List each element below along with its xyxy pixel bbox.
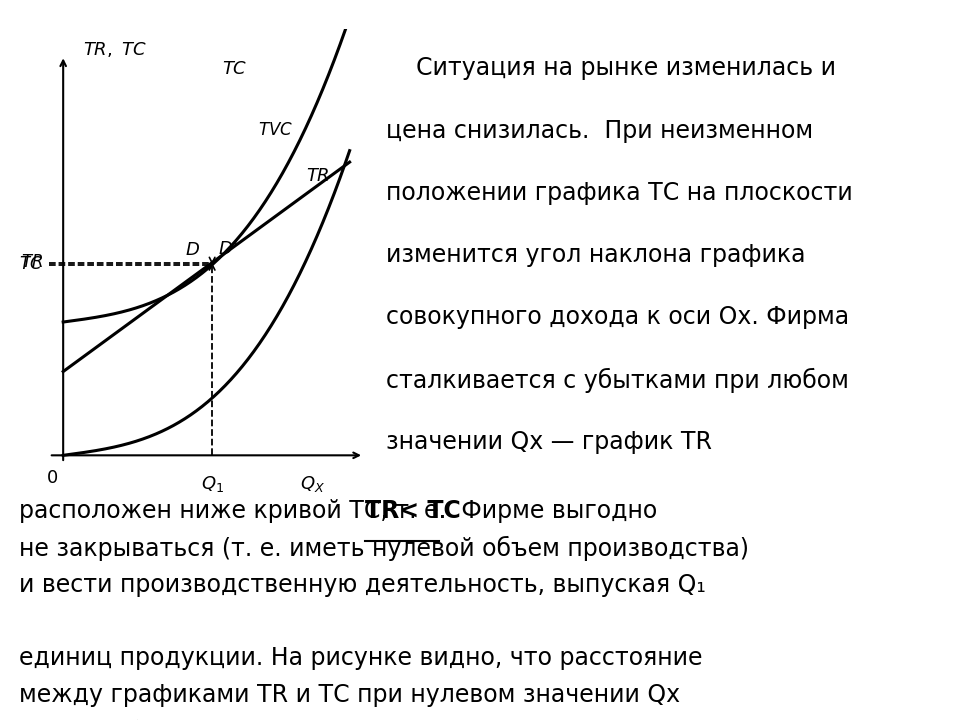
Text: $TR$: $TR$ [306, 167, 330, 185]
Text: .  Фирме выгодно: . Фирме выгодно [439, 499, 657, 523]
Text: Ситуация на рынке изменилась и: Ситуация на рынке изменилась и [386, 56, 836, 81]
Text: $TC$: $TC$ [223, 60, 248, 78]
Text: $Q_1$: $Q_1$ [201, 474, 224, 495]
Text: $0$: $0$ [46, 469, 58, 487]
Text: $TR$: $TR$ [21, 254, 43, 271]
Text: сталкивается с убытками при любом: сталкивается с убытками при любом [386, 367, 849, 392]
Text: $D'$: $D'$ [218, 240, 238, 258]
Text: $D$: $D$ [184, 241, 200, 259]
Text: расположен ниже кривой ТС, т. е.: расположен ниже кривой ТС, т. е. [19, 499, 453, 523]
Text: между графиками TR и ТС при нулевом значении Qx: между графиками TR и ТС при нулевом знач… [19, 683, 681, 707]
Text: единиц продукции. На рисунке видно, что расстояние: единиц продукции. На рисунке видно, что … [19, 647, 703, 670]
Text: $TVC$: $TVC$ [257, 122, 293, 139]
Text: изменится угол наклона графика: изменится угол наклона графика [386, 243, 805, 267]
Text: $TC$: $TC$ [19, 256, 43, 274]
Text: совокупного дохода к оси Ох. Фирма: совокупного дохода к оси Ох. Фирма [386, 305, 849, 329]
Text: $Q_X$: $Q_X$ [300, 474, 324, 495]
Text: и вести производственную деятельность, выпуская Q₁: и вести производственную деятельность, в… [19, 572, 706, 597]
Text: цена снизилась.  При неизменном: цена снизилась. При неизменном [386, 119, 813, 143]
Text: положении графика ТС на плоскости: положении графика ТС на плоскости [386, 181, 852, 205]
Text: TR< TC: TR< TC [365, 499, 461, 523]
Text: значении Qx — график TR: значении Qx — график TR [386, 430, 711, 454]
Text: не закрываться (т. е. иметь нулевой объем производства): не закрываться (т. е. иметь нулевой объе… [19, 536, 749, 561]
Text: $TR,\ TC$: $TR,\ TC$ [84, 40, 147, 59]
